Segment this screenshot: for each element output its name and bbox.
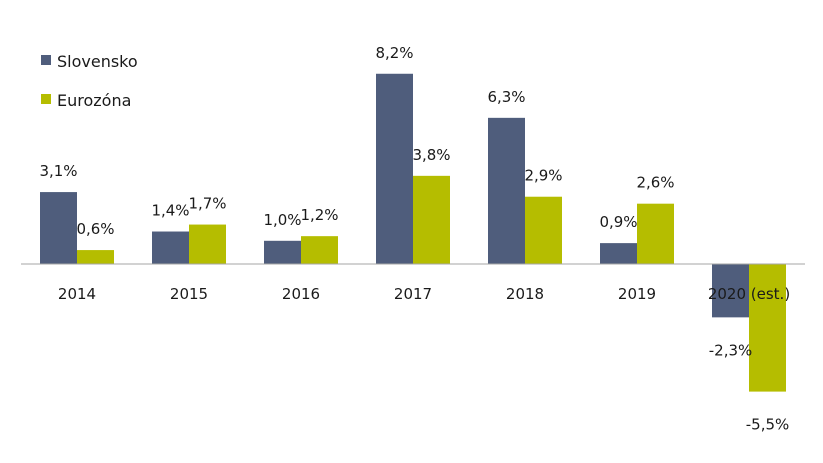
data-label-eurozóna-2016: 1,2% — [300, 206, 338, 224]
bar-eurozóna-2014 — [77, 250, 114, 264]
data-label-eurozóna-2015: 1,7% — [188, 195, 226, 213]
bar-slovensko-2018 — [488, 117, 525, 264]
data-label-slovensko-2015: 1,4% — [151, 202, 189, 220]
bar-slovensko-2019 — [600, 243, 637, 264]
data-label-eurozóna-2014: 0,6% — [76, 220, 114, 238]
legend-label-slovensko: Slovensko — [57, 52, 138, 71]
legend-label-eurozona: Eurozóna — [57, 91, 131, 110]
bars — [40, 73, 786, 392]
data-label-slovensko-2019: 0,9% — [599, 213, 637, 231]
bar-eurozóna-2020 — [749, 264, 786, 392]
bar-eurozóna-2019 — [637, 203, 674, 264]
bar-slovensko-2014 — [40, 192, 77, 264]
data-label-slovensko-2018: 6,3% — [487, 88, 525, 106]
data-labels: 3,1% 0,6% 1,4%1,7% 1,0%1,2% 8,2% 3,8% 6,3% 2,9%… — [39, 44, 789, 434]
x-tick-2016: 2016 — [282, 285, 320, 303]
data-label-slovensko-2020: -2,3% — [709, 341, 753, 359]
data-label-slovensko-2016: 1,0% — [263, 211, 301, 229]
bar-eurozóna-2018 — [525, 196, 562, 264]
data-label-eurozóna-2019: 2,6% — [636, 174, 674, 192]
x-tick-2014: 2014 — [58, 285, 96, 303]
legend-swatch-eurozona — [41, 94, 51, 104]
data-label-eurozóna-2017: 3,8% — [412, 146, 450, 164]
bar-slovensko-2020 — [712, 264, 749, 318]
legend-swatch-slovensko — [41, 55, 51, 65]
x-tick-2017: 2017 — [394, 285, 432, 303]
bar-slovensko-2016 — [264, 240, 301, 264]
data-label-eurozóna-2018: 2,9% — [524, 167, 562, 185]
bar-eurozóna-2017 — [413, 175, 450, 264]
legend: Slovensko Eurozóna — [41, 52, 138, 110]
data-label-eurozóna-2020: -5,5% — [746, 416, 790, 434]
bar-eurozóna-2016 — [301, 236, 338, 264]
x-tick-2019: 2019 — [618, 285, 656, 303]
data-label-slovensko-2017: 8,2% — [375, 44, 413, 62]
x-tick-2018: 2018 — [506, 285, 544, 303]
bar-slovensko-2017 — [376, 73, 413, 264]
x-tick-labels: 2014 2015 2016 2017 2018 2019 2020 (est.) — [58, 285, 790, 303]
x-tick-2015: 2015 — [170, 285, 208, 303]
data-label-slovensko-2014: 3,1% — [39, 162, 77, 180]
bar-slovensko-2015 — [152, 231, 189, 264]
bar-eurozóna-2015 — [189, 224, 226, 264]
x-tick-2020: 2020 (est.) — [708, 285, 790, 303]
